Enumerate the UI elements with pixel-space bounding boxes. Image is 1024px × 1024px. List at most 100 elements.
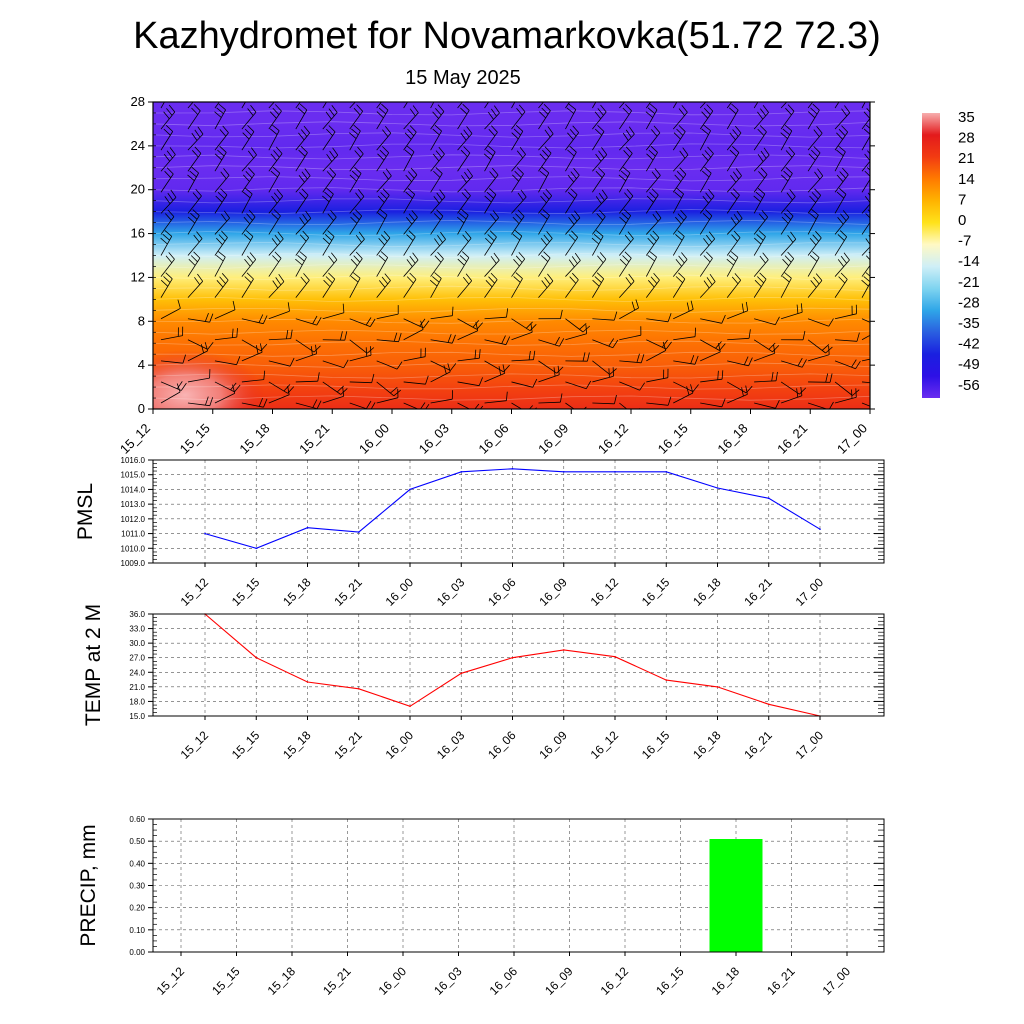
wind-barb — [376, 381, 402, 397]
wind-barb — [538, 360, 564, 374]
wind-barb — [295, 273, 310, 298]
x-tick-label: 15_18 — [280, 728, 314, 762]
wind-barb — [268, 273, 285, 298]
colorbar-labels: 35 28 21 14 7 0 -7 -14 -21 -28 -35 -42 -49 -56 — [958, 109, 980, 394]
heatmap-x-tick-label: 16_21 — [774, 421, 810, 457]
data-point — [563, 471, 565, 473]
wind-barb — [807, 146, 821, 172]
data-point — [614, 655, 616, 658]
wind-barb — [214, 273, 229, 298]
wind-barb — [160, 299, 181, 320]
wind-barb — [349, 251, 363, 277]
wind-barb — [807, 188, 822, 214]
x-tick-label: 16_12 — [588, 728, 622, 762]
heatmap-x-tick-label: 17_00 — [834, 421, 870, 457]
wind-barb — [187, 273, 204, 298]
wind-barb — [484, 360, 510, 373]
contour-line — [153, 362, 870, 368]
wind-barb — [619, 126, 635, 151]
wind-barb — [241, 187, 253, 214]
heatmap-y-tick-label: 12 — [131, 269, 145, 284]
y-tick-label: 0.10 — [129, 926, 145, 935]
panel-frame — [152, 459, 885, 564]
contour-line — [153, 340, 870, 346]
wind-barb — [834, 304, 857, 320]
wind-barb — [430, 209, 444, 235]
x-tick-label: 16_15 — [639, 575, 673, 609]
wind-barb — [645, 273, 660, 298]
wind-barb — [753, 272, 767, 298]
wind-barb — [457, 102, 463, 109]
contour-line — [153, 154, 870, 160]
data-point — [511, 656, 514, 659]
wind-barb — [160, 102, 165, 109]
wind-barb — [645, 230, 660, 256]
wind-barbs — [160, 102, 870, 409]
wind-barb — [376, 273, 391, 298]
wind-barb — [618, 166, 631, 193]
wind-barb — [807, 125, 823, 151]
wind-barb — [592, 311, 618, 321]
wind-barb — [187, 369, 211, 383]
wind-barb — [754, 371, 778, 383]
panel-frame — [152, 613, 885, 717]
wind-barb — [268, 146, 283, 172]
y-tick-label: 36.0 — [129, 610, 145, 619]
wind-barb — [322, 209, 337, 235]
wind-barb — [753, 187, 766, 214]
wind-barb — [187, 339, 214, 350]
wind-barb — [376, 332, 402, 343]
wind-barb — [322, 230, 335, 256]
data-point — [204, 532, 206, 535]
wind-barb — [700, 370, 724, 383]
wind-barb — [672, 147, 689, 172]
x-tick-label: 16_15 — [639, 728, 673, 762]
wind-barb — [727, 329, 751, 341]
heatmap-x-tick-label: 16_09 — [535, 421, 571, 457]
wind-barb — [295, 372, 320, 383]
wind-barb — [349, 189, 365, 214]
colorbar-tick-label: -14 — [958, 253, 980, 270]
wind-barb — [700, 398, 726, 408]
x-tick-label: 16_15 — [653, 964, 687, 998]
wind-barb — [565, 380, 592, 390]
wind-barb — [430, 189, 446, 214]
wind-barb — [699, 124, 711, 151]
wind-barb — [619, 273, 635, 298]
wind-barb — [430, 306, 454, 320]
wind-barb — [160, 272, 173, 298]
grid — [153, 613, 884, 717]
wind-barb — [322, 167, 337, 193]
wind-barb — [511, 167, 524, 193]
wind-barb — [700, 339, 726, 351]
heatmap-x-tick-label: 15_15 — [177, 421, 213, 457]
wind-barb — [699, 102, 707, 109]
wind-barb — [160, 104, 176, 130]
data-point — [716, 487, 719, 489]
wind-barb — [187, 312, 214, 323]
heatmap-x-tick-label: 15_21 — [296, 421, 332, 457]
wind-barb — [834, 252, 850, 277]
wind-barb — [780, 189, 796, 214]
wind-barb — [349, 104, 364, 130]
wind-barb — [241, 272, 254, 298]
y-tick-label: 0.60 — [129, 815, 145, 824]
wind-barb — [430, 167, 443, 193]
wind-barb — [754, 316, 780, 326]
wind-barb — [376, 146, 390, 172]
grid — [153, 818, 884, 953]
pmsl-panel: 1009.0 1010.0 1011.0 1012.0 1013.0 1014.0 1015… — [74, 456, 885, 609]
wind-barb — [268, 302, 290, 320]
heatmap-y-tick-label: 16 — [131, 226, 145, 241]
wind-barb — [861, 318, 870, 323]
wind-barb — [807, 102, 814, 109]
data-point — [665, 679, 668, 681]
wind-barb — [834, 230, 848, 256]
heatmap-y-tick-label: 4 — [138, 357, 145, 372]
wind-barb — [726, 125, 742, 151]
wind-barb — [484, 364, 506, 383]
wind-barb — [160, 326, 184, 341]
wind-barb — [565, 210, 581, 235]
wind-barb — [484, 188, 497, 214]
